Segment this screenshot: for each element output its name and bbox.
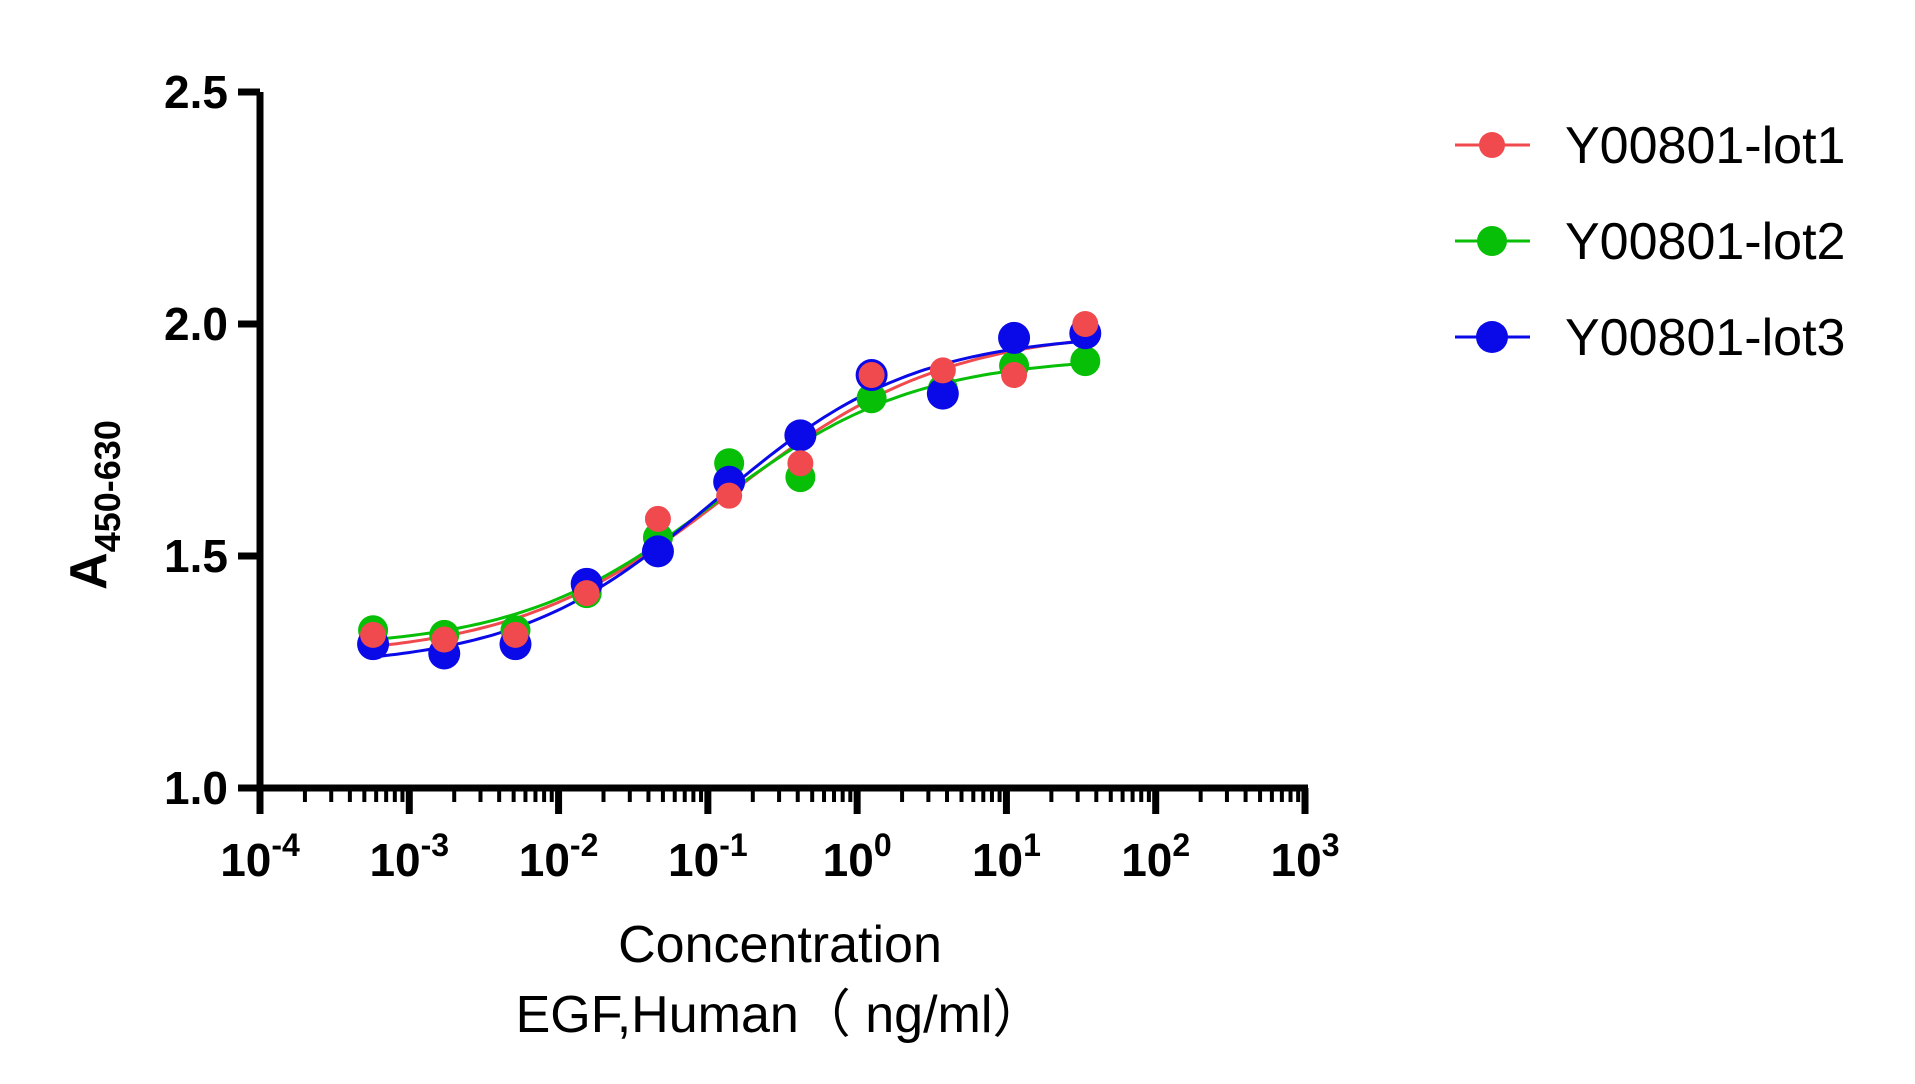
data-point-Y00801-lot1: [929, 357, 956, 384]
x-tick-label: 100: [823, 827, 892, 886]
data-point-Y00801-lot3: [641, 535, 674, 568]
y-axis-title-main: A: [60, 552, 118, 590]
y-tick-label: 2.0: [164, 298, 228, 350]
data-point-Y00801-lot2: [856, 383, 887, 414]
legend-label: Y00801-lot2: [1565, 213, 1845, 271]
x-tick-label: 10-4: [220, 827, 300, 886]
legend-marker: [1479, 132, 1505, 158]
data-point-Y00801-lot1: [573, 580, 600, 607]
x-axis-ticks: 10-4 10-3 10-2 10-1 100 101 102 103: [220, 788, 1339, 886]
legend-marker: [1477, 226, 1507, 256]
data-point-Y00801-lot1: [431, 626, 458, 653]
data-point-Y00801-lot1: [716, 482, 743, 509]
x-tick-label: 10-3: [369, 827, 449, 886]
x-axis-title-line2: EGF,Human（ ng/ml）: [516, 986, 1045, 1044]
legend-label: Y00801-lot1: [1565, 117, 1845, 175]
y-axis-ticks: 1.0 1.5 2.0 2.5: [164, 66, 260, 814]
y-tick-label: 2.5: [164, 66, 228, 118]
data-point-Y00801-lot3: [998, 321, 1031, 354]
x-tick-label: 10-1: [668, 827, 748, 886]
x-axis-title-line1: Concentration: [618, 916, 942, 974]
data-point-Y00801-lot1: [1001, 362, 1028, 389]
data-point-Y00801-lot1: [644, 505, 671, 532]
data-point-Y00801-lot2: [1070, 346, 1101, 377]
data-point-Y00801-lot1: [787, 450, 814, 477]
data-point-Y00801-lot1: [360, 621, 387, 648]
legend-item: Y00801-lot1: [1455, 117, 1845, 175]
x-tick-label: 103: [1271, 827, 1340, 886]
y-axis-title-subscript: 450-630: [87, 420, 128, 552]
y-tick-label: 1.0: [164, 762, 228, 814]
legend-item: Y00801-lot3: [1455, 309, 1845, 367]
data-point-Y00801-lot1: [858, 362, 885, 389]
legend: Y00801-lot1 Y00801-lot2 Y00801-lot3: [1455, 117, 1845, 367]
x-tick-label: 10-2: [519, 827, 599, 886]
x-tick-label: 101: [972, 827, 1041, 886]
data-points: [357, 311, 1102, 670]
data-point-Y00801-lot3: [784, 419, 817, 452]
legend-marker: [1476, 321, 1508, 353]
y-tick-label: 1.5: [164, 530, 228, 582]
legend-item: Y00801-lot2: [1455, 213, 1845, 271]
x-tick-label: 102: [1121, 827, 1190, 886]
axes: [256, 92, 1308, 792]
legend-label: Y00801-lot3: [1565, 309, 1845, 367]
data-point-Y00801-lot1: [1072, 311, 1099, 337]
data-point-Y00801-lot3: [926, 377, 959, 410]
data-point-Y00801-lot1: [502, 621, 529, 648]
y-axis-title: A450-630: [60, 420, 128, 590]
